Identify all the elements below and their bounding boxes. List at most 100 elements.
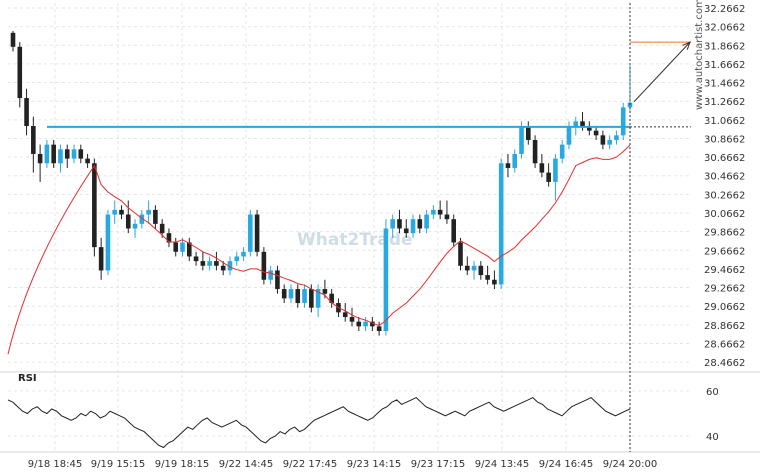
candle-body bbox=[51, 144, 56, 164]
rsi-level-label: 60 bbox=[706, 387, 719, 398]
candle-body bbox=[281, 289, 287, 299]
time-tick-label: 9/23 17:15 bbox=[411, 459, 465, 470]
candle-body bbox=[559, 144, 565, 159]
candle-body bbox=[437, 209, 443, 215]
forecast-arrow-head bbox=[682, 41, 691, 50]
candle-body bbox=[376, 326, 382, 331]
candle-body bbox=[214, 261, 219, 266]
price-tick-label: 31.8662 bbox=[704, 41, 745, 52]
time-tick-label: 9/19 15:15 bbox=[91, 459, 145, 470]
candle-body bbox=[464, 265, 470, 271]
candle-body bbox=[207, 261, 212, 266]
candle-body bbox=[241, 251, 246, 257]
candle-body bbox=[525, 126, 531, 140]
candle-body bbox=[261, 251, 267, 280]
price-tick-label: 30.0662 bbox=[704, 209, 745, 220]
time-tick-label: 9/24 13:45 bbox=[475, 459, 529, 470]
price-tick-label: 30.2662 bbox=[704, 190, 745, 201]
brand-text: www.autochartist.com bbox=[694, 0, 705, 110]
candle-body bbox=[186, 242, 192, 257]
time-tick-label: 9/23 14:15 bbox=[347, 459, 401, 470]
price-tick-label: 29.4662 bbox=[704, 265, 745, 276]
price-tick-label: 30.6662 bbox=[704, 153, 745, 164]
candle-body bbox=[268, 270, 273, 280]
candle-body bbox=[451, 219, 457, 243]
time-tick-label: 9/19 18:15 bbox=[155, 459, 209, 470]
candle-body bbox=[614, 135, 619, 140]
candle-body bbox=[92, 163, 97, 248]
candle-body bbox=[220, 265, 226, 271]
candle-body bbox=[580, 121, 585, 126]
candle-body bbox=[200, 261, 206, 266]
candle-body bbox=[315, 289, 321, 308]
candle-body bbox=[383, 228, 389, 331]
candle-body bbox=[431, 209, 436, 215]
time-tick-label: 9/18 18:45 bbox=[28, 459, 82, 470]
price-tick-label: 30.4662 bbox=[704, 172, 745, 183]
candle-body bbox=[356, 321, 362, 327]
candle-body bbox=[458, 242, 463, 266]
candle-body bbox=[85, 158, 90, 164]
price-tick-label: 32.2662 bbox=[704, 4, 745, 15]
rsi-level-label: 40 bbox=[706, 432, 719, 443]
rsi-line bbox=[7, 397, 631, 449]
candle-body bbox=[10, 32, 16, 47]
candle-body bbox=[112, 209, 118, 215]
candle-body bbox=[159, 223, 165, 234]
candle-body bbox=[403, 228, 409, 234]
candle-body bbox=[322, 289, 328, 294]
candle-body bbox=[125, 214, 131, 229]
price-tick-label: 29.8662 bbox=[704, 228, 745, 239]
candle-body bbox=[471, 265, 477, 271]
candle-body bbox=[370, 321, 375, 327]
candle-body bbox=[44, 144, 50, 164]
price-tick-label: 31.2662 bbox=[704, 97, 745, 108]
candle-body bbox=[146, 209, 151, 215]
price-tick-label: 28.8662 bbox=[704, 321, 745, 332]
candle-body bbox=[64, 149, 70, 159]
candle-body bbox=[553, 158, 558, 182]
candle-body bbox=[485, 275, 490, 280]
candle-body bbox=[288, 289, 294, 299]
candle-body bbox=[248, 214, 253, 252]
candle-body bbox=[505, 163, 511, 168]
candle-body bbox=[573, 121, 579, 126]
candle-body bbox=[58, 149, 63, 164]
price-tick-label: 32.0662 bbox=[704, 23, 745, 34]
time-tick-label: 9/24 16:45 bbox=[539, 459, 593, 470]
candle-body bbox=[105, 214, 111, 271]
candle-body bbox=[139, 214, 145, 224]
candle-body bbox=[390, 219, 395, 229]
candle-body bbox=[227, 261, 233, 271]
candle-body bbox=[397, 219, 402, 229]
candle-body bbox=[24, 98, 29, 126]
candle-body bbox=[478, 265, 484, 276]
price-tick-label: 29.2662 bbox=[704, 284, 745, 295]
price-tick-label: 30.8662 bbox=[704, 134, 745, 145]
price-tick-label: 31.0662 bbox=[704, 116, 745, 127]
candle-body bbox=[234, 256, 240, 262]
candle-body bbox=[329, 293, 334, 304]
time-tick-label: 9/22 17:45 bbox=[283, 459, 337, 470]
price-tick-label: 31.6662 bbox=[704, 60, 745, 71]
candle-body bbox=[410, 219, 416, 234]
price-tick-label: 29.6662 bbox=[704, 246, 745, 257]
candle-body bbox=[587, 126, 592, 131]
time-tick-label: 9/22 14:45 bbox=[219, 459, 273, 470]
candle-body bbox=[607, 139, 612, 145]
candle-body bbox=[600, 135, 606, 145]
watermark: What2Trade bbox=[297, 230, 413, 250]
candle-body bbox=[444, 214, 450, 220]
candle-body bbox=[363, 321, 368, 327]
candle-body bbox=[349, 317, 355, 322]
candle-body bbox=[620, 107, 626, 136]
candle-body bbox=[302, 289, 307, 304]
moving-average-line bbox=[7, 144, 631, 355]
price-tick-label: 28.6662 bbox=[704, 339, 745, 350]
candle-body bbox=[295, 289, 301, 304]
price-tick-label: 31.4662 bbox=[704, 79, 745, 90]
candle-body bbox=[119, 209, 124, 215]
candle-body bbox=[424, 214, 429, 229]
candle-body bbox=[309, 289, 314, 308]
candle-body bbox=[173, 242, 179, 252]
